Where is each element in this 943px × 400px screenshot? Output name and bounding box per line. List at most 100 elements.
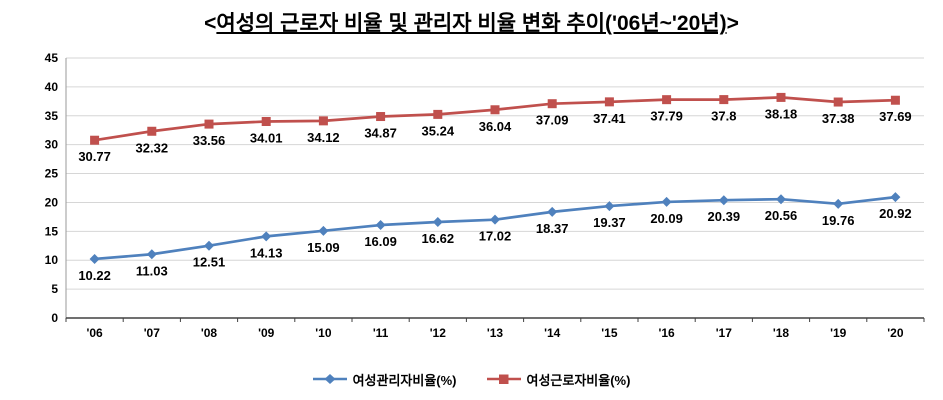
y-tick-label: 45 bbox=[45, 51, 59, 65]
x-tick-label: '19 bbox=[830, 326, 847, 340]
line-chart: 0 5 10 15 20 25 30 35 40 45 '06 '07 '08 '09 '10 '11 '12 '… bbox=[45, 51, 925, 340]
legend-diamond-marker-icon bbox=[312, 374, 347, 384]
data-point-square bbox=[604, 97, 614, 107]
title-bracket-close: > bbox=[726, 12, 739, 35]
legend-square-marker-icon bbox=[486, 374, 521, 384]
data-point-square bbox=[547, 99, 557, 109]
y-tick-label: 5 bbox=[51, 282, 58, 296]
data-label: 16.62 bbox=[422, 231, 455, 246]
data-point-square bbox=[147, 126, 157, 136]
y-tick-label: 15 bbox=[45, 224, 59, 238]
y-tick-label: 40 bbox=[45, 80, 59, 94]
data-label: 35.24 bbox=[422, 123, 455, 138]
data-label: 34.01 bbox=[250, 130, 283, 145]
data-label: 17.02 bbox=[479, 229, 512, 244]
y-tick-label: 10 bbox=[45, 253, 59, 267]
data-label: 38.18 bbox=[765, 106, 798, 121]
data-point-square bbox=[776, 92, 786, 102]
chart-title: <여성의 근로자 비율 및 관리자 비율 변화 추이('06년~'20년)> bbox=[0, 0, 943, 38]
data-point-square bbox=[376, 112, 386, 122]
data-label: 30.77 bbox=[78, 149, 111, 164]
legend-item-0: 여성관리자비율(%) bbox=[312, 370, 457, 389]
data-label: 37.79 bbox=[650, 109, 683, 124]
data-label: 20.09 bbox=[650, 211, 683, 226]
data-label: 34.87 bbox=[364, 126, 397, 141]
data-label: 34.12 bbox=[307, 130, 340, 145]
chart-legend: 여성관리자비율(%) 여성근로자비율(%) bbox=[0, 366, 943, 392]
y-tick-label: 0 bbox=[51, 311, 58, 325]
data-point-square bbox=[890, 95, 900, 105]
data-label: 37.09 bbox=[536, 113, 569, 128]
data-point-square bbox=[261, 116, 271, 126]
data-label: 20.56 bbox=[765, 208, 798, 223]
data-label: 37.8 bbox=[711, 109, 736, 124]
data-point-diamond bbox=[261, 231, 272, 242]
title-text: 여성의 근로자 비율 및 관리자 비율 변화 추이('06년~'20년) bbox=[216, 12, 727, 35]
x-tick-label: '20 bbox=[887, 326, 904, 340]
data-point-diamond bbox=[375, 220, 386, 231]
data-point-diamond bbox=[432, 216, 443, 227]
data-point-diamond bbox=[776, 194, 786, 205]
data-point-diamond bbox=[547, 206, 558, 217]
data-label: 19.37 bbox=[593, 215, 626, 230]
data-point-square bbox=[662, 95, 672, 105]
data-point-square bbox=[90, 135, 100, 145]
x-tick-label: '17 bbox=[716, 326, 733, 340]
x-tick-label: '16 bbox=[658, 326, 675, 340]
data-point-square bbox=[719, 95, 729, 105]
x-tick-label: '06 bbox=[86, 326, 103, 340]
data-label: 11.03 bbox=[136, 263, 168, 278]
data-point-diamond bbox=[661, 196, 672, 207]
data-point-diamond bbox=[89, 253, 100, 264]
data-label: 16.09 bbox=[364, 234, 397, 249]
data-label: 19.76 bbox=[822, 213, 855, 228]
x-tick-label: '15 bbox=[601, 326, 618, 340]
data-label: 10.22 bbox=[78, 268, 111, 283]
data-label: 36.04 bbox=[479, 119, 512, 134]
y-tick-label: 20 bbox=[45, 195, 59, 209]
data-point-diamond bbox=[204, 240, 214, 251]
title-bracket-open: < bbox=[204, 12, 217, 35]
series-0: 10.22 11.03 12.51 14.13 15.09 16.09 16.62 17.02… bbox=[78, 192, 912, 283]
data-point-square bbox=[318, 116, 328, 126]
data-point-square bbox=[490, 105, 500, 115]
data-label: 32.32 bbox=[136, 140, 169, 155]
x-tick-label: '18 bbox=[773, 326, 790, 340]
x-tick-label: '07 bbox=[144, 326, 161, 340]
x-tick-label: '08 bbox=[201, 326, 218, 340]
data-label: 15.09 bbox=[307, 240, 340, 255]
data-label: 37.41 bbox=[593, 111, 626, 126]
x-tick-label: '10 bbox=[315, 326, 332, 340]
y-tick-label: 30 bbox=[45, 138, 59, 152]
x-tick-label: '13 bbox=[487, 326, 504, 340]
data-label: 37.38 bbox=[822, 111, 855, 126]
data-point-diamond bbox=[604, 201, 615, 212]
data-label: 12.51 bbox=[193, 255, 226, 270]
data-point-diamond bbox=[833, 198, 844, 209]
series-1: 30.77 32.32 33.56 34.01 34.12 34.87 35.24 36.04… bbox=[78, 92, 912, 164]
data-label: 18.37 bbox=[536, 221, 569, 236]
data-label: 14.13 bbox=[250, 245, 283, 260]
x-tick-label: '09 bbox=[258, 326, 275, 340]
data-point-diamond bbox=[890, 192, 901, 203]
x-tick-label: '12 bbox=[430, 326, 447, 340]
data-label: 33.56 bbox=[193, 133, 226, 148]
data-point-diamond bbox=[146, 249, 157, 260]
data-point-diamond bbox=[490, 214, 500, 225]
data-point-square bbox=[433, 109, 443, 119]
data-point-square bbox=[204, 119, 214, 129]
y-tick-label: 35 bbox=[45, 109, 59, 123]
data-label: 20.92 bbox=[879, 206, 912, 221]
data-point-diamond bbox=[318, 225, 329, 236]
legend-label: 여성관리자비율(%) bbox=[352, 372, 457, 388]
x-tick-label: '14 bbox=[544, 326, 561, 340]
legend-label: 여성근로자비율(%) bbox=[526, 372, 631, 388]
legend-item-1: 여성근로자비율(%) bbox=[486, 370, 631, 389]
y-tick-label: 25 bbox=[45, 167, 59, 181]
data-point-diamond bbox=[718, 195, 729, 206]
data-point-square bbox=[833, 97, 843, 107]
x-tick-label: '11 bbox=[373, 326, 389, 340]
data-label: 37.69 bbox=[879, 109, 912, 124]
data-label: 20.39 bbox=[708, 209, 741, 224]
